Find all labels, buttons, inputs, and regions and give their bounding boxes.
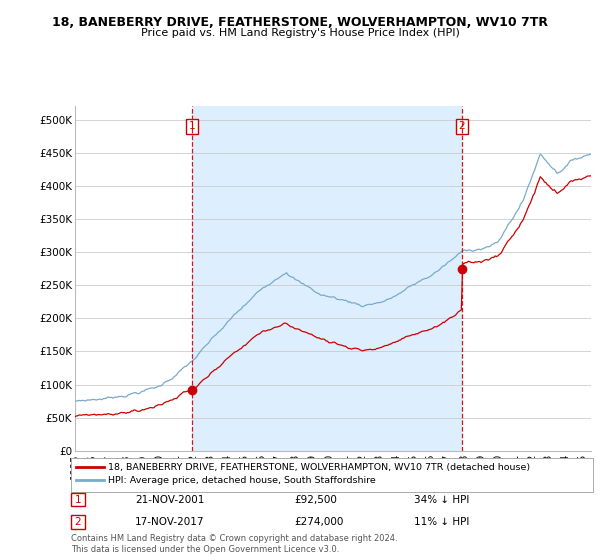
Text: 11% ↓ HPI: 11% ↓ HPI <box>414 517 469 527</box>
Text: 2: 2 <box>459 122 466 131</box>
Text: 18, BANEBERRY DRIVE, FEATHERSTONE, WOLVERHAMPTON, WV10 7TR: 18, BANEBERRY DRIVE, FEATHERSTONE, WOLVE… <box>52 16 548 29</box>
Text: 34% ↓ HPI: 34% ↓ HPI <box>414 494 469 505</box>
Text: 21-NOV-2001: 21-NOV-2001 <box>135 494 205 505</box>
Text: HPI: Average price, detached house, South Staffordshire: HPI: Average price, detached house, Sout… <box>108 476 376 485</box>
Bar <box>191 106 462 451</box>
Text: Price paid vs. HM Land Registry's House Price Index (HPI): Price paid vs. HM Land Registry's House … <box>140 28 460 38</box>
Text: 1: 1 <box>74 494 82 505</box>
Text: 1: 1 <box>188 122 195 131</box>
Text: Contains HM Land Registry data © Crown copyright and database right 2024.
This d: Contains HM Land Registry data © Crown c… <box>71 534 397 554</box>
Text: £274,000: £274,000 <box>294 517 343 527</box>
Text: 2: 2 <box>74 517 82 527</box>
Text: 17-NOV-2017: 17-NOV-2017 <box>135 517 205 527</box>
Text: 18, BANEBERRY DRIVE, FEATHERSTONE, WOLVERHAMPTON, WV10 7TR (detached house): 18, BANEBERRY DRIVE, FEATHERSTONE, WOLVE… <box>108 463 530 472</box>
Text: £92,500: £92,500 <box>294 494 337 505</box>
